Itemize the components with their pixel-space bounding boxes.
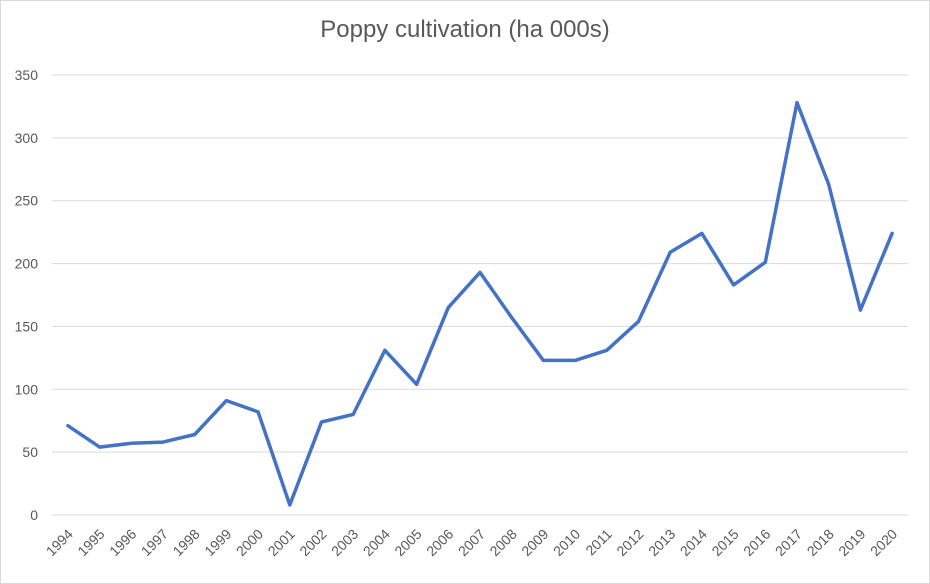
x-tick-label: 2019	[835, 526, 868, 559]
y-tick-label: 300	[15, 130, 39, 146]
x-tick-label: 2011	[582, 526, 615, 559]
x-tick-label: 2015	[708, 526, 741, 559]
x-tick-label: 1994	[43, 526, 76, 559]
data-point	[66, 424, 70, 428]
y-tick-label: 0	[30, 507, 38, 523]
y-tick-label: 200	[15, 256, 39, 272]
data-point	[129, 441, 133, 445]
y-tick-label: 250	[15, 193, 39, 209]
x-tick-label: 2010	[550, 526, 583, 559]
series-group	[66, 100, 894, 507]
x-tick-label: 2017	[772, 526, 805, 559]
x-tick-label: 2016	[740, 526, 773, 559]
x-tick-label: 2020	[867, 526, 900, 559]
y-tick-label: 100	[15, 381, 39, 397]
data-point	[288, 503, 292, 507]
data-point	[858, 308, 862, 312]
data-point	[795, 101, 799, 105]
x-tick-label: 2008	[486, 526, 519, 559]
data-point	[478, 270, 482, 274]
data-point	[668, 250, 672, 254]
series-line	[66, 100, 894, 507]
x-tick-label: 2000	[233, 526, 266, 559]
x-tick-label: 2018	[804, 526, 837, 559]
data-point	[573, 358, 577, 362]
x-tick-label: 2009	[518, 526, 551, 559]
x-tick-label: 2014	[677, 526, 710, 559]
x-tick-label: 1999	[201, 526, 234, 559]
x-tick-label: 2003	[328, 526, 361, 559]
gridlines	[52, 74, 908, 516]
x-tick-label: 2001	[265, 526, 298, 559]
y-axis: 0 50 100 150 200 250 300 350	[15, 67, 39, 523]
data-point	[890, 231, 894, 235]
x-tick-label: 2007	[455, 526, 488, 559]
data-point	[383, 348, 387, 352]
x-tick-label: 2013	[645, 526, 678, 559]
x-tick-label: 2005	[391, 526, 424, 559]
data-point	[193, 433, 197, 437]
data-point	[98, 445, 102, 449]
data-point	[637, 319, 641, 323]
data-point	[763, 260, 767, 264]
x-tick-label: 2002	[296, 526, 329, 559]
data-point	[351, 412, 355, 416]
data-point	[732, 283, 736, 287]
data-point	[161, 440, 165, 444]
x-tick-label: 1998	[169, 526, 202, 559]
data-point	[605, 348, 609, 352]
data-point	[827, 182, 831, 186]
y-tick-label: 50	[22, 444, 38, 460]
data-point	[224, 399, 228, 403]
y-tick-label: 350	[15, 67, 39, 83]
data-point	[446, 306, 450, 310]
x-tick-label: 1995	[74, 526, 107, 559]
data-point	[319, 420, 323, 424]
data-point	[415, 382, 419, 386]
data-point	[510, 316, 514, 320]
data-point	[700, 231, 704, 235]
x-axis: 1994199519961997199819992000200120022003…	[43, 514, 908, 559]
x-tick-label: 2004	[360, 526, 393, 559]
x-tick-label: 2012	[613, 526, 646, 559]
x-tick-label: 1997	[138, 526, 171, 559]
y-tick-label: 150	[15, 318, 39, 334]
x-tick-label: 2006	[423, 526, 456, 559]
x-tick-label: 1996	[106, 526, 139, 559]
data-point	[256, 410, 260, 414]
data-point	[541, 358, 545, 362]
chart-title: Poppy cultivation (ha 000s)	[320, 16, 610, 43]
